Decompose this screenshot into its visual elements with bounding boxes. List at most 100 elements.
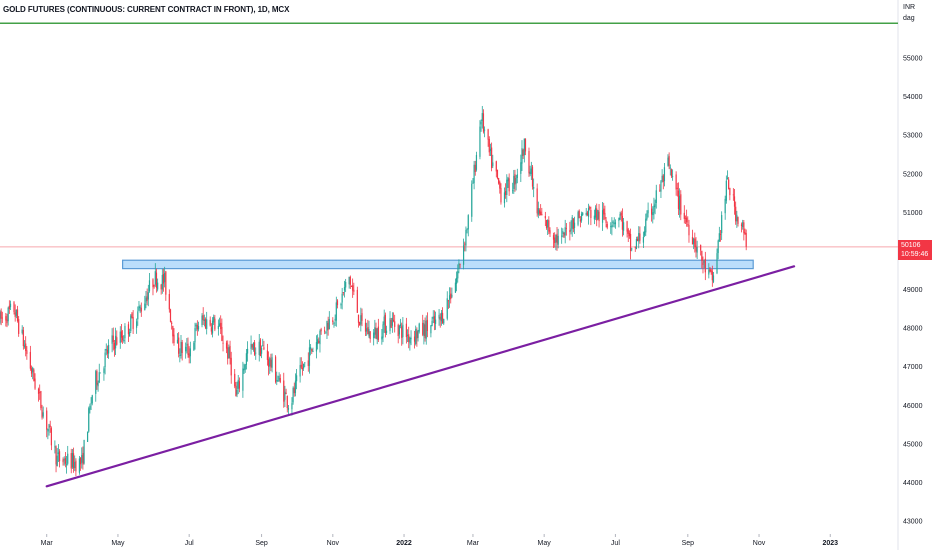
candle-body — [83, 440, 85, 464]
candle-body — [408, 334, 410, 343]
candle-body — [221, 326, 223, 341]
candle-body — [585, 213, 587, 215]
candle-body — [382, 324, 384, 338]
candle-body — [439, 316, 441, 320]
candle-body — [514, 174, 516, 185]
resistance-band-rect[interactable] — [122, 259, 754, 270]
candle-body — [352, 285, 354, 291]
candle-body — [325, 331, 327, 333]
candle-body — [194, 328, 196, 343]
candle-body — [307, 360, 309, 367]
candle-body — [178, 337, 180, 354]
candle-body — [82, 452, 84, 465]
candle-body — [211, 320, 214, 334]
candle-body — [78, 458, 81, 473]
candle-body — [286, 395, 288, 409]
candle-body — [22, 329, 24, 347]
candle-body — [701, 250, 703, 261]
candle-body — [48, 424, 50, 428]
candle-body — [647, 210, 649, 214]
x-tick-label: Sep — [682, 540, 695, 547]
candle-body — [320, 329, 322, 332]
candle-body — [474, 164, 476, 172]
resistance-band[interactable] — [122, 259, 754, 270]
candle-body — [611, 225, 613, 228]
candle-body — [426, 319, 428, 331]
candle-body — [424, 324, 426, 339]
candle-body — [473, 164, 475, 184]
candle-body — [210, 327, 212, 332]
candle-body — [40, 390, 42, 409]
candle-body — [374, 327, 376, 335]
candle-body — [594, 207, 597, 218]
candle-body — [495, 161, 497, 172]
candle-body — [6, 319, 8, 324]
candle-body — [120, 331, 123, 338]
candle-body — [348, 276, 350, 285]
candle-body — [500, 187, 502, 203]
candle-body — [202, 315, 204, 321]
candle-body — [326, 320, 328, 331]
candle-body — [311, 349, 313, 352]
candle-body — [593, 215, 595, 220]
candle-body — [614, 222, 617, 225]
candle-body — [168, 294, 170, 310]
candle-body — [577, 212, 579, 225]
candle-body — [683, 212, 685, 219]
support-trendline-stroke[interactable] — [45, 265, 796, 488]
x-tick-label: Mar — [467, 540, 480, 547]
support-trendline[interactable] — [45, 265, 796, 488]
candle-body — [173, 334, 175, 344]
candle-body — [679, 195, 681, 211]
y-tick-label: 54000 — [903, 94, 923, 101]
candle-body — [95, 371, 97, 394]
candle-body — [341, 293, 343, 303]
candle-body — [431, 320, 433, 327]
candle-body — [263, 347, 265, 350]
candle-body — [725, 180, 727, 201]
candle-body — [687, 224, 689, 226]
candle-body — [284, 391, 286, 400]
y-tick-label: 55000 — [903, 56, 923, 63]
candle-body — [578, 210, 580, 219]
candle-body — [385, 330, 388, 333]
candle-body — [458, 263, 460, 269]
candle-body — [703, 260, 705, 263]
candle-body — [472, 182, 474, 184]
candle-body — [332, 320, 334, 322]
candle-body — [645, 218, 647, 233]
candle-body — [266, 350, 269, 360]
x-tick-label: Jul — [185, 540, 194, 547]
chart-title: GOLD FUTURES (CONTINUOUS: CURRENT CONTRA… — [3, 5, 290, 14]
candle-body — [406, 334, 409, 337]
candle-body — [618, 217, 620, 221]
candle-body — [335, 302, 337, 321]
candle-body — [220, 322, 222, 330]
candle-body — [613, 222, 615, 224]
candle-body — [340, 303, 342, 306]
candle-body — [147, 292, 149, 300]
candle-body — [636, 238, 639, 241]
candle-body — [193, 342, 195, 351]
candle-body — [312, 350, 314, 352]
candle-body — [653, 205, 655, 213]
candle-body — [450, 293, 452, 300]
candle-body — [634, 246, 636, 248]
candle-body — [668, 156, 670, 167]
candle-body — [368, 329, 370, 337]
candle-body — [152, 279, 154, 288]
candle-body — [693, 238, 695, 245]
candle-body — [684, 217, 687, 219]
candle-body — [522, 149, 524, 157]
candle-body — [32, 367, 34, 373]
unit-label: dag — [903, 15, 915, 22]
candle-body — [561, 235, 563, 237]
candle-body — [405, 323, 407, 338]
candle-body — [717, 240, 719, 254]
candle-body — [508, 178, 510, 192]
candle-body — [433, 316, 436, 324]
candle-body — [357, 314, 360, 323]
candle-body — [327, 322, 329, 330]
candle-body — [479, 126, 481, 157]
